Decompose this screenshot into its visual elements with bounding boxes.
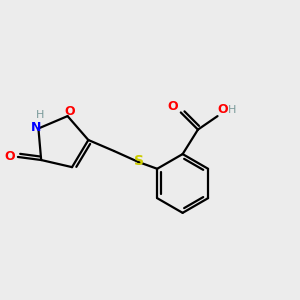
Text: O: O	[218, 103, 228, 116]
Text: H: H	[227, 105, 236, 115]
Text: S: S	[134, 154, 143, 168]
Text: N: N	[31, 122, 41, 134]
Text: O: O	[65, 105, 75, 118]
Text: H: H	[35, 110, 44, 120]
Text: O: O	[167, 100, 178, 113]
Text: O: O	[4, 150, 15, 163]
